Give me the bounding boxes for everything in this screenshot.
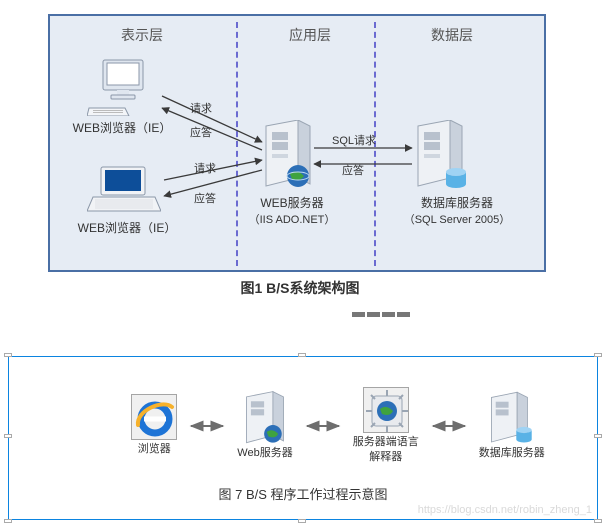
figure-2: 浏览器 Web服务器 bbox=[8, 356, 598, 520]
fig1-arrows bbox=[12, 0, 582, 280]
bidir-arrow-2 bbox=[303, 416, 343, 436]
web-server-icon bbox=[243, 390, 287, 446]
fig2-row: 浏览器 Web服务器 bbox=[128, 378, 548, 473]
figure-1: 表示层 应用层 数据层 WEB浏览器（IE） WEB浏览器（IE） bbox=[12, 0, 582, 320]
node-interp-label: 服务器端语言 解释器 bbox=[353, 435, 419, 465]
edge-label-req-bot: 请求 bbox=[194, 160, 216, 176]
node-db-label: 数据库服务器 bbox=[479, 446, 545, 461]
edge-label-sql-resp: 应答 bbox=[342, 162, 364, 178]
db-server-icon-2 bbox=[488, 390, 536, 446]
node-browser: 浏览器 bbox=[131, 394, 177, 457]
edge-label-resp-bot: 应答 bbox=[194, 190, 216, 206]
watermark: https://blog.csdn.net/robin_zheng_1 bbox=[418, 504, 592, 516]
edge-label-req-top: 请求 bbox=[190, 100, 212, 116]
node-db: 数据库服务器 bbox=[479, 390, 545, 461]
ie-icon bbox=[132, 395, 178, 441]
edge-label-resp-top: 应答 bbox=[190, 124, 212, 140]
fig1-caption: 图1 B/S系统架构图 bbox=[170, 272, 430, 304]
node-web-label: Web服务器 bbox=[237, 446, 292, 461]
edge-label-sql-req: SQL请求 bbox=[332, 132, 376, 148]
bidir-arrow-1 bbox=[187, 416, 227, 436]
node-browser-label: 浏览器 bbox=[138, 442, 171, 457]
node-web: Web服务器 bbox=[237, 390, 292, 461]
fig2-caption: 图 7 B/S 程序工作过程示意图 bbox=[8, 484, 598, 503]
node-interp: 服务器端语言 解释器 bbox=[353, 387, 419, 465]
bidir-arrow-3 bbox=[429, 416, 469, 436]
interpreter-icon bbox=[364, 388, 410, 434]
